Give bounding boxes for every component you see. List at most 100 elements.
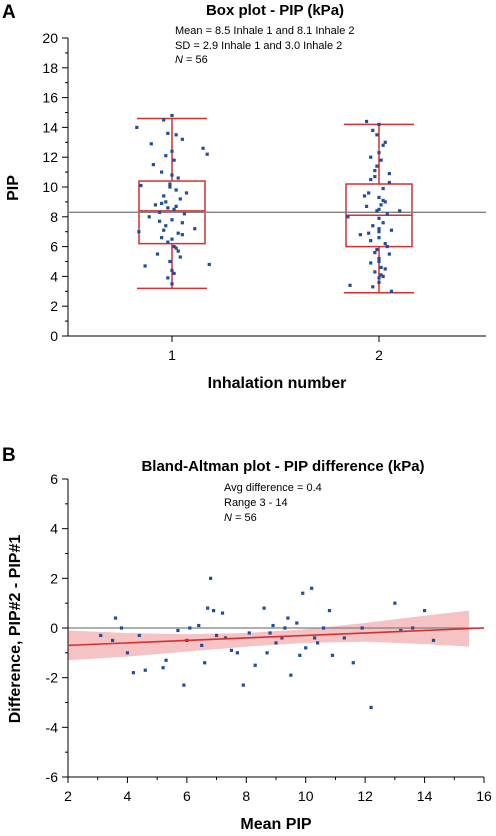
panel-a-data-point — [172, 271, 176, 276]
panel-b-data-point — [393, 601, 397, 605]
panel-a-data-point — [180, 221, 184, 225]
panel-a-data-point — [178, 197, 182, 201]
panel-b-x-tick-label: 12 — [357, 788, 373, 804]
panel-b-confidence-band — [68, 610, 470, 661]
panel-b-data-point — [431, 638, 436, 643]
panel-a-data-point — [162, 118, 166, 122]
panel-a-y-tick-label: 16 — [42, 90, 58, 106]
panel-a-data-point — [385, 245, 389, 249]
panel-a-data-point — [170, 268, 174, 273]
panel-a-data-point — [164, 224, 168, 228]
panel-a-data-point — [377, 122, 381, 127]
panel-a-y-tick-label: 0 — [50, 328, 58, 344]
panel-a-data-point — [381, 274, 385, 278]
panel-a-data-point — [381, 186, 385, 191]
panel-a-data-point — [164, 200, 168, 204]
panel-a-y-axis-label: PIP — [5, 175, 22, 201]
panel-b-data-point — [265, 651, 269, 655]
panel-a-data-point — [377, 195, 381, 200]
panel-a-data-point — [383, 140, 387, 144]
panel-b-data-point — [131, 671, 135, 675]
panel-a-data-point — [346, 215, 350, 219]
panel-a-data-point — [174, 188, 178, 192]
panel-b-data-point — [316, 641, 320, 645]
panel-b-data-point — [271, 623, 275, 628]
panel-a-data-point — [155, 252, 160, 256]
panel-a-letter: A — [2, 2, 16, 23]
panel-a-data-point — [377, 280, 381, 284]
panel-a-data-point — [377, 230, 381, 234]
panel-a-data-point — [379, 265, 383, 270]
panel-b-data-point — [188, 626, 192, 630]
panel-a-data-point — [180, 137, 184, 141]
panel-a-data-point — [172, 207, 176, 211]
panel-a-data-point — [369, 177, 373, 182]
panel-a-data-point — [373, 174, 377, 179]
panel-b-data-point — [422, 609, 427, 613]
panel-b-letter: B — [2, 445, 16, 466]
panel-a-data-point — [371, 128, 375, 132]
panel-a-data-point — [170, 282, 174, 286]
panel-a-data-point — [375, 247, 379, 252]
panel-a-data-point — [379, 158, 383, 162]
panel-a-data-point — [385, 212, 389, 216]
panel-b-annotation-n: N = 56 — [224, 512, 257, 524]
panel-b-y-axis-label: Difference, PIP#2 - PIP#1 — [7, 535, 24, 724]
panel-a-data-point — [371, 285, 375, 289]
panel-b-x-axis-label: Mean PIP — [240, 816, 311, 833]
panel-a-data-point — [358, 233, 362, 237]
panel-a-x-tick-label: 1 — [168, 347, 176, 363]
panel-a-data-point — [176, 231, 180, 235]
panel-a-y-tick-label: 18 — [42, 60, 58, 76]
panel-b-x-tick-label: 16 — [476, 788, 492, 804]
panel-a-data-point — [147, 215, 151, 219]
panel-a-data-point — [182, 212, 187, 216]
panel-b-data-point — [214, 633, 219, 638]
panel-b-data-point — [304, 646, 308, 650]
panel-a-data-point — [383, 242, 387, 246]
panel-a-data-point — [369, 155, 373, 159]
panel-a-data-point — [381, 198, 385, 203]
panel-b-data-point — [125, 651, 130, 655]
panel-b-data-point — [330, 653, 335, 657]
panel-b-x-tick-label: 6 — [183, 788, 191, 804]
panel-b-y-tick-label: 4 — [50, 521, 58, 537]
panel-a-data-point — [162, 228, 166, 232]
panel-a-data-point — [375, 164, 379, 168]
panel-a-data-point — [377, 227, 381, 231]
panel-b-data-point — [253, 663, 257, 667]
panel-a-data-point — [172, 245, 176, 249]
panel-a-data-point — [151, 163, 155, 167]
panel-b-data-point — [274, 641, 278, 645]
panel-b-data-point — [313, 636, 317, 640]
panel-b-data-point — [289, 673, 293, 677]
panel-a-data-point — [174, 204, 178, 208]
panel-b-regression-line — [67, 627, 485, 647]
panel-a-data-point — [375, 133, 379, 137]
panel-a-data-point — [184, 191, 189, 195]
panel-b-data-point — [212, 609, 216, 613]
panel-b-data-point — [298, 653, 302, 657]
panel-b-data-point — [206, 606, 210, 610]
panel-b-data-point — [137, 633, 141, 638]
panel-a-data-point — [207, 262, 211, 267]
panel-a-annotation-sd: SD = 2.9 Inhale 1 and 3.0 Inhale 2 — [175, 40, 342, 52]
panel-a-data-point — [371, 224, 375, 228]
panel-b-data-point — [110, 638, 115, 643]
panel-b-data-point — [197, 623, 201, 628]
panel-a-data-point — [160, 201, 164, 205]
panel-a-data-point — [369, 261, 373, 265]
panel-a-data-point — [377, 256, 381, 261]
panel-a-data-point — [387, 171, 391, 176]
panel-a-data-point — [364, 204, 369, 208]
panel-a-data-point — [367, 191, 371, 195]
panel-b-data-point — [223, 636, 228, 640]
panel-b-annotation-range: Range 3 - 14 — [224, 497, 288, 509]
panel-b-data-point — [399, 628, 403, 633]
panel-b-data-point — [310, 586, 314, 590]
panel-b-data-point — [241, 683, 245, 687]
panel-b-data-point — [351, 661, 355, 665]
panel-b-x-tick-label: 4 — [124, 788, 132, 804]
panel-b-data-point — [321, 626, 326, 630]
